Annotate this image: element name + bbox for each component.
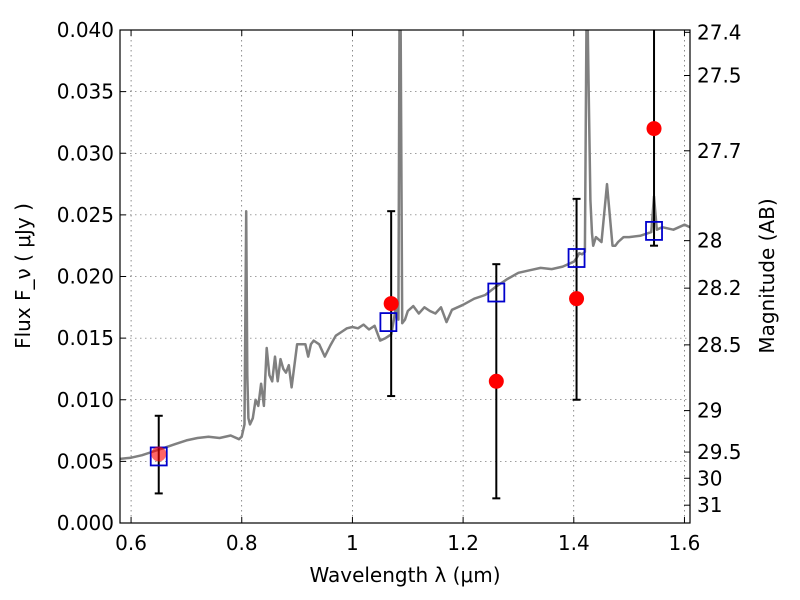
y-tick-label: 0.025 xyxy=(57,203,114,227)
x-tick-label: 0.8 xyxy=(226,531,258,555)
observed-point xyxy=(569,291,585,307)
x-tick-label: 1.4 xyxy=(558,531,590,555)
right-tick-label: 29.5 xyxy=(697,440,742,464)
model-points-series xyxy=(149,220,663,467)
model-point xyxy=(487,282,506,303)
spectrum-line xyxy=(120,30,690,461)
right-tick-label: 27.4 xyxy=(697,20,742,44)
right-tick-label: 31 xyxy=(697,493,722,517)
observed-points-series xyxy=(151,121,662,462)
right-tick-label: 27.7 xyxy=(697,139,742,163)
y-tick-label: 0.020 xyxy=(57,265,114,289)
right-tick-label: 28.2 xyxy=(697,276,742,300)
x-tick-label: 1.2 xyxy=(447,531,479,555)
y-tick-label: 0.000 xyxy=(57,511,114,535)
model-point xyxy=(379,312,398,333)
model-point xyxy=(645,220,663,241)
y-tick-label: 0.005 xyxy=(57,449,114,473)
observed-point xyxy=(646,121,662,137)
y-tick-labels: 0.000 0.005 0.010 0.015 0.020 0.025 0.030 0.035… xyxy=(57,18,114,535)
right-tick-label: 30 xyxy=(697,466,722,490)
y-axis-label: Flux F_ν ( μJy ) xyxy=(11,203,35,349)
right-tick-label: 28.5 xyxy=(697,333,742,357)
x-tick-label: 1.6 xyxy=(669,531,701,555)
right-tick-label: 28 xyxy=(697,229,722,253)
x-tick-labels: 0.6 0.8 1 1.2 1.4 1.6 xyxy=(115,531,700,555)
right-tick-label: 27.5 xyxy=(697,64,742,88)
model-point xyxy=(567,248,586,268)
x-axis-label: Wavelength λ (μm) xyxy=(309,563,500,587)
y-tick-label: 0.030 xyxy=(57,141,114,165)
y-tick-label: 0.035 xyxy=(57,80,114,104)
y-tick-label: 0.040 xyxy=(57,18,114,42)
right-tick-label: 29 xyxy=(697,399,722,423)
y-tick-label: 0.010 xyxy=(57,388,114,412)
observed-point xyxy=(383,296,399,312)
observed-point xyxy=(488,373,504,389)
right-tick-labels: 27.4 27.5 27.7 28 28.2 28.5 29 29.530 31 xyxy=(697,20,742,517)
x-tick-label: 1 xyxy=(346,531,359,555)
error-bars xyxy=(154,30,659,500)
spectrum-series xyxy=(120,30,690,461)
y-tick-label: 0.015 xyxy=(57,326,114,350)
grid xyxy=(120,29,690,524)
axis-ticks xyxy=(120,29,690,524)
observed-point xyxy=(151,446,167,462)
right-axis-label: Magnitude (AB) xyxy=(755,198,779,353)
x-tick-label: 0.6 xyxy=(115,531,147,555)
